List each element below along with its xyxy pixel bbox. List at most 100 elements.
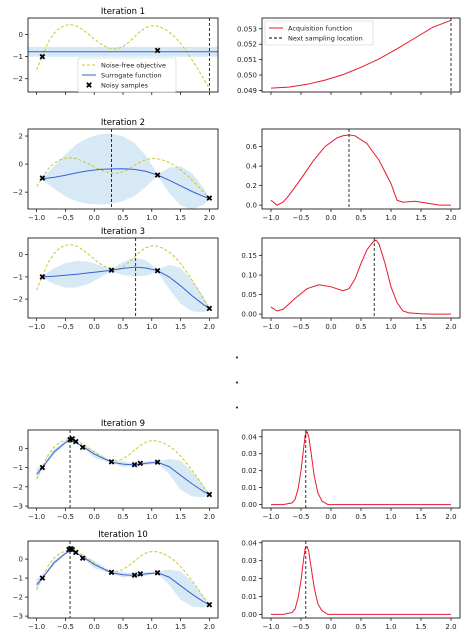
objective-line	[36, 24, 210, 89]
plot-area	[271, 541, 451, 618]
axes-frame	[27, 429, 219, 509]
acquisition-panel-3: −1.0 −0.5 0.0 0.5 1.0 1.5 2.0 0.0 0.2 0.4 0.6	[246, 128, 461, 222]
sample-point	[39, 53, 46, 60]
y-tick-label: 0.02	[241, 575, 257, 583]
x-tick-label: −1.0	[28, 323, 45, 331]
x-tick-label: 0.0	[89, 214, 100, 222]
y-tick-label: 0.01	[241, 484, 257, 492]
legend-box	[77, 57, 177, 93]
sample-point	[154, 172, 161, 178]
y-tick-label: 0.2	[246, 182, 257, 190]
x-tick-label: −1.0	[263, 623, 280, 631]
sample-point	[131, 572, 138, 579]
sample-point	[131, 461, 138, 468]
y-tick-label: 0.6	[246, 143, 258, 151]
x-tick-label: −1.0	[28, 513, 45, 521]
x-tick-label: 2.0	[445, 623, 456, 631]
sample-point	[154, 47, 161, 54]
x-tick-label: 0.5	[117, 214, 128, 222]
sample-point	[108, 267, 115, 274]
legend-entry: Surrogate function	[101, 71, 162, 79]
y-tick-label: −3	[13, 503, 23, 511]
legend-entry: Noisy samples	[101, 81, 149, 89]
x-tick-label: 1.0	[146, 513, 157, 521]
objective-panel-0: −2 −1 0 Iteration 1 Noise-free objective Surr…	[13, 7, 219, 95]
x-tick-label: −0.5	[57, 513, 74, 521]
y-tick-label: −2	[13, 483, 23, 491]
y-tick-label: −1	[13, 53, 23, 61]
panel-title: Iteration 2	[101, 118, 145, 128]
y-tick-label: 0.00	[241, 611, 257, 619]
y-tick-label: 0.0	[246, 202, 257, 210]
x-tick-label: 0.5	[355, 214, 366, 222]
legend-entry: Acquisition function	[288, 24, 352, 32]
sample-point	[72, 438, 79, 445]
acquisition-line	[271, 545, 451, 615]
x-tick-label: 1.0	[146, 214, 157, 222]
x-tick-label: 2.0	[204, 214, 215, 222]
acquisition-line	[270, 239, 451, 315]
sample-point	[206, 195, 213, 201]
objective-line	[36, 549, 210, 606]
legend-entry: Next sampling location	[288, 34, 363, 42]
objective-line	[36, 439, 210, 496]
y-tick-label: −1	[13, 273, 23, 281]
y-tick-label: 0.15	[241, 252, 257, 260]
uncertainty-band	[42, 257, 210, 313]
acquisition-line	[270, 19, 452, 89]
surrogate-line	[36, 440, 210, 495]
x-tick-label: 1.5	[415, 513, 426, 521]
y-tick-label: 0.10	[241, 272, 257, 280]
sample-point	[137, 460, 144, 467]
plot-area	[270, 18, 452, 92]
surrogate-line	[42, 266, 210, 309]
ellipsis-dot: •	[235, 354, 239, 362]
x-tick-label: 0.0	[89, 623, 100, 631]
y-tick-label: −2	[13, 296, 23, 304]
acquisition-line	[271, 430, 451, 506]
ellipsis-dots: • • •	[235, 354, 239, 412]
acquisition-panel-9: −1.0 −0.5 0.0 0.5 1.0 1.5 2.0 0.00 0.01 0.02 0.03 0…	[241, 539, 461, 631]
y-tick-label: 0.04	[241, 539, 257, 547]
sample-point	[154, 459, 161, 465]
legend-entry: Noise-free objective	[101, 61, 166, 69]
axes-frame	[261, 540, 461, 619]
objective-line	[36, 157, 210, 199]
acquisition-panel-1: 0.049 0.050 0.051 0.052 0.053 Acquisition fun…	[237, 17, 461, 95]
uncertainty-band	[36, 550, 210, 608]
x-tick-label: 0.5	[355, 323, 366, 331]
uncertainty-band	[36, 439, 210, 498]
plot-area	[36, 238, 213, 318]
sample-point	[206, 305, 213, 312]
surrogate-line	[36, 550, 210, 606]
y-tick-label: 0	[19, 445, 23, 453]
acquisition-line	[270, 134, 451, 206]
sample-point	[39, 274, 46, 280]
x-tick-label: 0.5	[117, 623, 128, 631]
y-tick-label: 0	[19, 31, 23, 39]
x-tick-label: 1.5	[175, 513, 186, 521]
x-tick-label: 0.5	[117, 513, 128, 521]
x-tick-label: 1.5	[175, 214, 186, 222]
y-tick-label: 0.00	[241, 501, 257, 509]
objective-line	[36, 244, 210, 310]
y-tick-label: 0.052	[237, 41, 257, 49]
plot-area	[270, 129, 451, 209]
x-tick-label: 2.0	[204, 513, 215, 521]
x-tick-label: 1.5	[175, 323, 186, 331]
acquisition-panel-5: −1.0 −0.5 0.0 0.5 1.0 1.5 2.0 0.00 0.05 0.10 0.15	[241, 237, 461, 331]
plot-area	[36, 430, 213, 508]
x-tick-label: 1.5	[415, 623, 426, 631]
plot-area	[36, 129, 213, 209]
y-tick-label: 0	[19, 161, 23, 169]
x-tick-label: 2.0	[445, 513, 456, 521]
y-tick-label: −2	[13, 189, 23, 197]
plot-area	[271, 430, 451, 508]
axes-frame	[261, 128, 461, 210]
objective-panel-4: −1.0 −0.5 0.0 0.5 1.0 1.5 2.0 −2 −1 0 Iteration 3	[13, 227, 219, 331]
y-tick-label: −1	[13, 575, 23, 583]
acquisition-panel-7: −1.0 −0.5 0.0 0.5 1.0 1.5 2.0 0.00 0.01 0.02 0.03 0…	[241, 429, 461, 521]
x-tick-label: −0.5	[293, 513, 310, 521]
x-tick-label: 1.5	[415, 214, 426, 222]
